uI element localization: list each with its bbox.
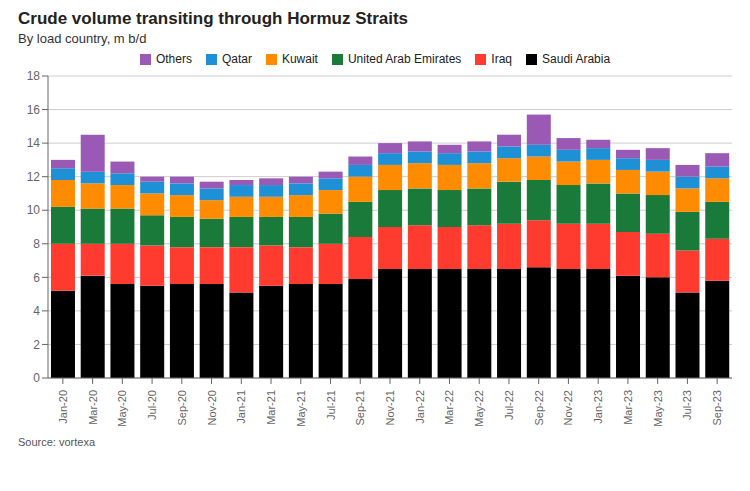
svg-text:16: 16 <box>27 103 41 117</box>
svg-text:Nov-20: Nov-20 <box>206 390 218 425</box>
svg-text:Jan-20: Jan-20 <box>57 390 69 424</box>
svg-text:May-21: May-21 <box>295 390 307 427</box>
html-text:Iraq: Iraq <box>491 52 512 66</box>
svg-text:May-23: May-23 <box>652 390 664 427</box>
svg-text:Mar-20: Mar-20 <box>87 390 99 425</box>
svg-text:Mar-21: Mar-21 <box>265 390 277 425</box>
html-text:Crude volume transiting throug: Crude volume transiting through Hormuz S… <box>18 9 409 28</box>
svg-text:Jul-22: Jul-22 <box>503 390 515 420</box>
svg-text:4: 4 <box>33 304 40 318</box>
svg-text:Sep-21: Sep-21 <box>354 390 366 425</box>
svg-text:Nov-22: Nov-22 <box>562 390 574 425</box>
svg-text:Jul-21: Jul-21 <box>325 390 337 420</box>
svg-text:12: 12 <box>27 170 41 184</box>
svg-text:Sep-22: Sep-22 <box>533 390 545 425</box>
svg-text:6: 6 <box>33 271 40 285</box>
html-text:Qatar: Qatar <box>221 52 252 66</box>
html-text:Others: Others <box>155 52 192 66</box>
svg-text:Mar-22: Mar-22 <box>443 390 455 425</box>
svg-text:0: 0 <box>33 371 40 385</box>
svg-text:May-20: May-20 <box>116 390 128 427</box>
html-text:Source: vortexa: Source: vortexa <box>18 436 95 448</box>
svg-text:2: 2 <box>33 338 40 352</box>
svg-text:10: 10 <box>27 203 41 217</box>
html-text:Kuwait: Kuwait <box>281 52 318 66</box>
svg-text:Jan-21: Jan-21 <box>235 390 247 424</box>
svg-text:Mar-23: Mar-23 <box>622 390 634 425</box>
svg-text:May-22: May-22 <box>473 390 485 427</box>
svg-text:14: 14 <box>27 136 41 150</box>
svg-text:18: 18 <box>27 69 41 83</box>
svg-text:Jan-22: Jan-22 <box>414 390 426 424</box>
svg-text:Nov-21: Nov-21 <box>384 390 396 425</box>
svg-text:Jul-23: Jul-23 <box>681 390 693 420</box>
svg-text:Sep-20: Sep-20 <box>176 390 188 425</box>
svg-text:Jul-20: Jul-20 <box>146 390 158 420</box>
html-text:Saudi Arabia: Saudi Arabia <box>542 52 611 66</box>
html-text:By load country, m b/d: By load country, m b/d <box>18 31 147 46</box>
svg-text:Jan-23: Jan-23 <box>592 390 604 424</box>
svg-text:8: 8 <box>33 237 40 251</box>
html-text:United Arab Emirates: United Arab Emirates <box>348 52 462 66</box>
svg-text:Sep-23: Sep-23 <box>711 390 723 425</box>
